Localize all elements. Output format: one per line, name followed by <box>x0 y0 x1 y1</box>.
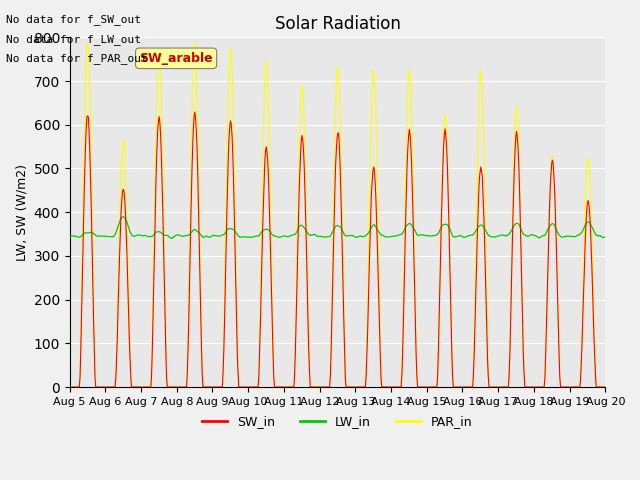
LW_in <box>602 234 609 240</box>
PAR_in <box>403 108 411 113</box>
Line: LW_in: LW_in <box>70 217 605 239</box>
SW_in <box>214 384 221 390</box>
PAR_in <box>419 384 427 390</box>
PAR_in <box>214 384 221 390</box>
LW_in <box>404 221 412 227</box>
SW_in <box>76 384 83 390</box>
LW_in <box>186 231 194 237</box>
Title: Solar Radiation: Solar Radiation <box>275 15 401 33</box>
LW_in <box>168 236 175 241</box>
Y-axis label: LW, SW (W/m2): LW, SW (W/m2) <box>15 164 28 261</box>
PAR_in <box>191 39 198 45</box>
LW_in <box>215 233 223 239</box>
LW_in <box>66 233 74 239</box>
SW_in <box>66 384 74 390</box>
PAR_in <box>602 384 609 390</box>
SW_in <box>419 384 427 390</box>
Legend: SW_in, LW_in, PAR_in: SW_in, LW_in, PAR_in <box>197 410 477 433</box>
Text: No data for f_PAR_out: No data for f_PAR_out <box>6 53 148 64</box>
SW_in <box>131 384 138 390</box>
SW_in <box>191 109 198 115</box>
PAR_in <box>66 384 74 390</box>
Text: No data for f_SW_out: No data for f_SW_out <box>6 14 141 25</box>
Line: SW_in: SW_in <box>70 112 605 387</box>
Line: PAR_in: PAR_in <box>70 42 605 387</box>
SW_in <box>602 384 609 390</box>
SW_in <box>185 313 193 319</box>
LW_in <box>76 234 83 240</box>
Text: SW_arable: SW_arable <box>140 52 213 65</box>
PAR_in <box>76 384 83 390</box>
SW_in <box>403 162 411 168</box>
LW_in <box>131 233 139 239</box>
Text: No data for f_LW_out: No data for f_LW_out <box>6 34 141 45</box>
LW_in <box>420 232 428 238</box>
PAR_in <box>131 384 138 390</box>
PAR_in <box>185 295 193 301</box>
LW_in <box>118 214 126 220</box>
